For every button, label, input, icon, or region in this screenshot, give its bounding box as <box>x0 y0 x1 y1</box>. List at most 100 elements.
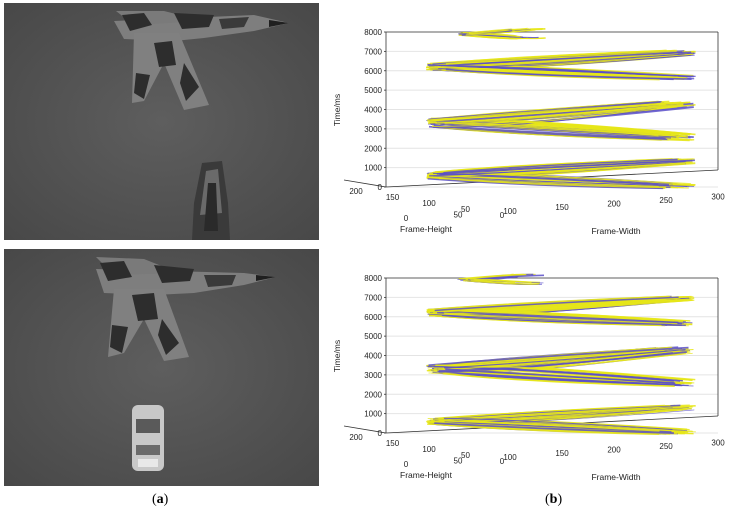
event-streak <box>428 350 681 371</box>
z-tick-label: 3000 <box>364 125 382 134</box>
photo-top <box>4 3 319 240</box>
event-streak <box>441 51 683 67</box>
event-streak <box>434 296 679 312</box>
event-plot-top: 0 1000 2000 3000 4000 5000 6000 7000 8000 Time/ms… <box>326 22 732 262</box>
event-streak <box>438 404 671 420</box>
vertical-object-image <box>192 161 230 240</box>
event-streak <box>432 172 658 185</box>
event-streak <box>427 313 672 325</box>
event-streak <box>427 176 666 189</box>
width-tick-label: 300 <box>711 192 725 201</box>
z-tick-label: 4000 <box>364 352 382 361</box>
event-streak <box>443 67 688 80</box>
z-tick-label: 5000 <box>364 332 382 341</box>
z-axis-label: Time/ms <box>332 94 342 126</box>
height-tick-labels: 200 150 100 50 0 <box>349 433 504 466</box>
z-tick-label: 6000 <box>364 67 382 76</box>
event-streak <box>444 310 679 323</box>
height-axis-label: Frame-Height <box>400 224 453 234</box>
event-streak <box>435 104 684 124</box>
height-tick-label: 200 <box>349 433 363 442</box>
z-tick-label: 1000 <box>364 164 382 173</box>
height-tick-label: 50 <box>461 205 470 214</box>
event-streak <box>463 279 539 285</box>
event-plot-bottom: 0 1000 2000 3000 4000 5000 6000 7000 8000 Time/ms… <box>326 268 732 508</box>
event-streak <box>461 34 545 39</box>
fighter-jet-image <box>96 257 276 361</box>
z-tick-label: 7000 <box>364 47 382 56</box>
event-streak <box>431 106 661 128</box>
width-tick-labels: 0 50 100 150 200 250 300 <box>404 192 726 223</box>
toy-car-image <box>132 405 164 471</box>
event-streak <box>441 69 660 81</box>
event-streak <box>433 124 666 140</box>
event-streak <box>434 422 674 434</box>
z-tick-label: 0 <box>378 429 383 438</box>
height-tick-label: 50 <box>461 451 470 460</box>
width-tick-labels: 0 50 100 150 200 250 300 <box>404 438 726 469</box>
z-tick-label: 8000 <box>364 274 382 283</box>
z-tick-labels: 0 1000 2000 3000 4000 5000 6000 7000 8000 <box>364 28 382 192</box>
event-streak <box>431 406 694 422</box>
height-tick-label: 150 <box>386 439 400 448</box>
z-tick-label: 5000 <box>364 86 382 95</box>
event-streak <box>444 372 674 387</box>
event-streak <box>444 312 678 325</box>
event-cloud <box>425 27 696 190</box>
width-axis-label: Frame-Width <box>591 226 640 236</box>
event-streak <box>441 314 682 326</box>
z-tick-label: 6000 <box>364 313 382 322</box>
event-streak <box>441 66 678 78</box>
z-tick-labels: 0 1000 2000 3000 4000 5000 6000 7000 8000 <box>364 274 382 438</box>
caption-a: (a) <box>152 492 169 507</box>
height-tick-label: 100 <box>422 199 436 208</box>
width-tick-label: 300 <box>711 438 725 447</box>
event-streak <box>429 161 686 177</box>
height-tick-labels: 200 150 100 50 0 <box>349 187 504 220</box>
width-tick-label: 100 <box>503 453 517 462</box>
width-tick-label: 0 <box>404 460 409 469</box>
width-tick-label: 200 <box>607 446 621 455</box>
width-tick-label: 150 <box>555 449 569 458</box>
z-tick-label: 2000 <box>364 144 382 153</box>
event-streak <box>445 368 675 384</box>
width-tick-label: 100 <box>503 207 517 216</box>
z-tick-label: 7000 <box>364 293 382 302</box>
z-tick-label: 1000 <box>364 410 382 419</box>
event-streak <box>430 315 662 326</box>
z-tick-label: 8000 <box>364 28 382 37</box>
z-tick-label: 0 <box>378 183 383 192</box>
z-tick-label: 4000 <box>364 106 382 115</box>
event-streak <box>444 420 672 433</box>
event-streak <box>435 364 693 381</box>
event-streak <box>437 370 681 386</box>
event-streak <box>443 417 673 431</box>
z-tick-label: 3000 <box>364 371 382 380</box>
event-streak <box>436 159 695 175</box>
event-streak <box>439 127 669 141</box>
event-streak <box>465 29 536 36</box>
event-streak <box>427 177 664 190</box>
height-tick-label: 0 <box>500 457 505 466</box>
height-tick-label: 0 <box>500 211 505 220</box>
event-streak <box>443 158 678 174</box>
event-streak <box>443 299 688 315</box>
photo-bottom <box>4 249 319 486</box>
event-streak <box>438 352 673 373</box>
event-streak <box>428 101 662 120</box>
z-axis-label: Time/ms <box>332 340 342 372</box>
event-streak <box>445 49 677 65</box>
event-cloud <box>426 273 696 436</box>
event-streak <box>435 162 687 178</box>
width-tick-label: 250 <box>659 442 673 451</box>
event-streak <box>445 68 692 81</box>
height-tick-label: 100 <box>422 445 436 454</box>
width-tick-label: 50 <box>454 456 463 465</box>
fighter-jet-image <box>114 11 289 110</box>
event-streak <box>433 175 690 187</box>
height-tick-label: 150 <box>386 193 400 202</box>
width-tick-label: 50 <box>454 210 463 219</box>
height-tick-label: 200 <box>349 187 363 196</box>
z-tick-label: 2000 <box>364 390 382 399</box>
event-streak <box>427 297 674 313</box>
